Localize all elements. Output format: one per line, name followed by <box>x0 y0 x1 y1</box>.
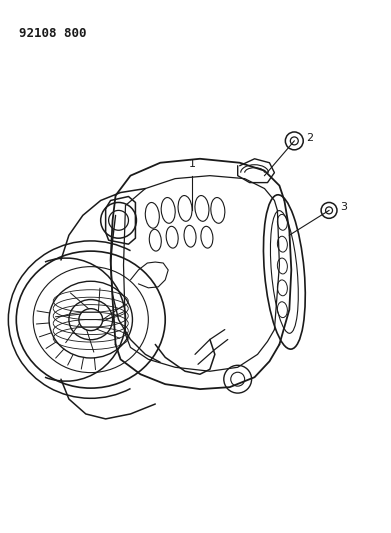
Text: 92108 800: 92108 800 <box>19 27 87 40</box>
Text: 2: 2 <box>306 133 313 143</box>
Text: 1: 1 <box>188 159 196 169</box>
Text: 3: 3 <box>340 203 347 213</box>
